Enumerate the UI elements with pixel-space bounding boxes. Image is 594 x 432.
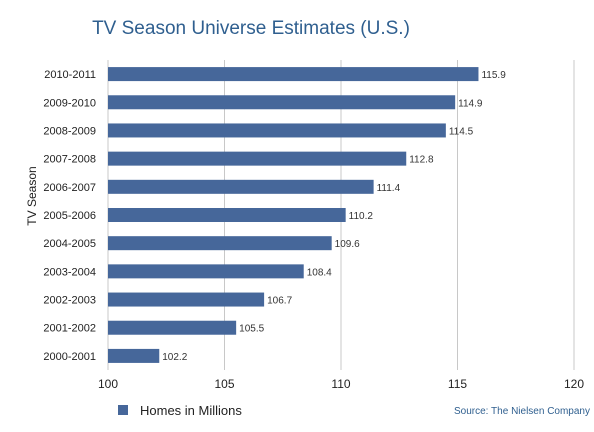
legend-swatch — [118, 405, 128, 415]
chart-title: TV Season Universe Estimates (U.S.) — [92, 18, 410, 39]
y-axis-label: TV Season — [25, 166, 39, 225]
value-label: 112.8 — [409, 155, 434, 166]
bar — [108, 348, 160, 363]
y-tick-label: 2005-2006 — [43, 210, 96, 222]
value-label: 114.9 — [458, 98, 483, 109]
y-tick-label: 2001-2002 — [43, 323, 96, 335]
value-label: 109.6 — [335, 239, 360, 250]
x-tick-label: 110 — [331, 377, 350, 391]
bar — [108, 67, 479, 82]
bar — [108, 179, 374, 194]
bar — [108, 320, 237, 335]
y-tick-label: 2006-2007 — [43, 182, 96, 194]
y-tick-label: 2009-2010 — [43, 97, 96, 109]
y-tick-label: 2002-2003 — [43, 295, 96, 307]
y-tick-labels: 2010-2011 2009-2010 2008-2009 2007-2008 2006… — [43, 69, 96, 363]
value-label: 114.5 — [449, 126, 474, 137]
x-tick-labels: 100 105 110 115 120 — [98, 377, 584, 391]
bar — [108, 208, 346, 222]
y-tick-label: 2010-2011 — [44, 69, 96, 81]
legend-label: Homes in Millions — [140, 403, 242, 418]
bar — [108, 123, 446, 138]
source-note: Source: The Nielsen Company — [454, 406, 590, 417]
x-tick-label: 105 — [214, 377, 234, 391]
y-tick-label: 2000-2001 — [43, 351, 96, 363]
value-label: 115.9 — [481, 70, 506, 81]
bar — [108, 236, 332, 251]
y-tick-label: 2004-2005 — [43, 238, 96, 250]
value-labels: 115.9 114.9 114.5 112.8 111.4 110.2 109.6 108.4… — [162, 70, 506, 363]
y-tick-label: 2007-2008 — [43, 154, 96, 166]
bar — [108, 95, 456, 110]
bars — [108, 67, 479, 363]
value-label: 106.7 — [267, 296, 292, 307]
value-label: 105.5 — [239, 324, 264, 335]
x-tick-label: 100 — [98, 377, 118, 391]
x-tick-label: 115 — [448, 377, 467, 391]
value-label: 102.2 — [162, 352, 187, 363]
y-tick-label: 2008-2009 — [43, 125, 96, 137]
bar — [108, 264, 304, 279]
bar — [108, 292, 265, 307]
y-tick-label: 2003-2004 — [43, 266, 96, 278]
value-label: 110.2 — [349, 211, 374, 222]
bar — [108, 151, 407, 166]
x-tick-label: 120 — [564, 377, 584, 391]
value-label: 111.4 — [377, 183, 401, 194]
value-label: 108.4 — [307, 267, 332, 278]
